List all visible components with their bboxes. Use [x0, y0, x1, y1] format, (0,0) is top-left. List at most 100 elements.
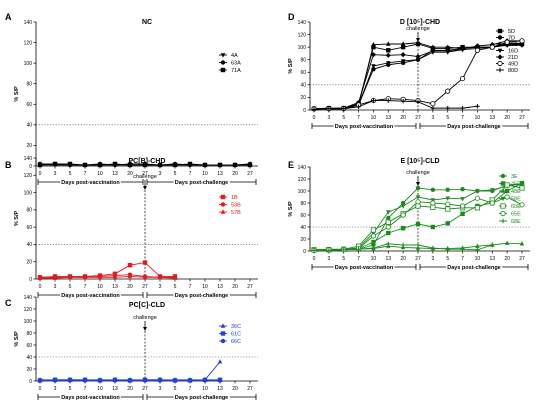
y-tick-label: 80 [26, 208, 32, 214]
data-point [341, 106, 346, 111]
data-point [52, 275, 58, 280]
data-point [202, 378, 208, 383]
data-point [97, 274, 103, 279]
period-bracket [147, 394, 257, 400]
legend-marker [220, 323, 226, 328]
y-tick-label: 140 [298, 165, 307, 171]
data-point [460, 105, 465, 111]
legend-label: 58E [511, 197, 521, 203]
data-point [356, 247, 361, 252]
data-point [400, 41, 406, 46]
x-tick-label: 20 [400, 256, 406, 262]
data-point [386, 230, 391, 236]
y-tick-label: 40 [300, 83, 306, 89]
challenge-label: challenge [406, 26, 430, 32]
y-axis-label: % S/P [14, 211, 20, 227]
data-point [519, 202, 525, 208]
legend-label: 57B [231, 210, 241, 216]
series-36C [37, 359, 223, 382]
data-point [386, 241, 391, 246]
x-tick-label: 13 [217, 171, 223, 177]
data-point [475, 247, 480, 252]
data-point [247, 162, 253, 168]
legend-label: 60E [511, 204, 521, 210]
panel-title: E [10⁵]-CLD [400, 158, 439, 165]
data-point [415, 53, 421, 60]
challenge-arrowhead [143, 186, 147, 190]
data-point [474, 195, 481, 201]
x-tick-label: 7 [84, 171, 87, 177]
data-point [400, 44, 406, 50]
data-point [474, 43, 481, 49]
x-tick-label: 10 [475, 256, 481, 262]
data-point [311, 107, 317, 112]
legend-label: 65E [511, 212, 521, 218]
y-tick-label: 100 [24, 190, 33, 196]
legend-label: 1B [231, 195, 238, 201]
data-point [519, 182, 525, 187]
x-tick-label: 5 [174, 284, 177, 290]
data-point [326, 106, 332, 111]
x-tick-label: 10 [371, 115, 377, 121]
y-tick-label: 60 [26, 225, 32, 231]
data-point [217, 359, 223, 364]
x-tick-label: 20 [127, 284, 133, 290]
legend-label: 68E [511, 219, 521, 225]
data-point [474, 205, 481, 211]
y-tick-label: 120 [298, 32, 307, 38]
data-point [490, 242, 495, 248]
data-point [142, 378, 148, 383]
legend-marker [500, 188, 506, 193]
data-point [474, 47, 481, 53]
y-tick-label: 120 [24, 173, 33, 179]
x-tick-label: 5 [174, 386, 177, 392]
legend-marker [500, 203, 506, 209]
legend-marker [497, 35, 503, 40]
data-point [400, 59, 406, 64]
data-point [385, 224, 391, 230]
data-point [371, 245, 376, 251]
period-divider [415, 264, 421, 270]
data-point [415, 203, 421, 209]
x-tick-label: 13 [490, 115, 496, 121]
data-point [127, 162, 133, 168]
data-point [504, 43, 510, 48]
data-point [371, 44, 376, 50]
legend-marker [500, 181, 506, 186]
data-point [217, 162, 223, 168]
period-label: Days post-challenge [447, 265, 501, 271]
x-tick-label: 27 [247, 386, 253, 392]
data-point [370, 233, 377, 239]
data-point [504, 194, 510, 200]
data-point [172, 275, 178, 280]
data-point [172, 162, 178, 168]
x-tick-label: 20 [232, 171, 238, 177]
x-tick-label: 0 [39, 171, 42, 177]
legend-label: 49D [508, 62, 518, 68]
data-point [430, 44, 436, 49]
x-tick-label: 0 [39, 386, 42, 392]
x-tick-label: 13 [217, 386, 223, 392]
data-point [385, 219, 391, 225]
data-point [232, 162, 238, 168]
data-point [127, 273, 133, 279]
data-point [445, 221, 450, 226]
x-tick-label: 20 [232, 386, 238, 392]
x-tick-label: 5 [69, 386, 72, 392]
data-point [400, 52, 406, 58]
panel-title: PC[C]-CLD [129, 302, 165, 309]
legend-label: 16D [508, 49, 518, 55]
data-point [341, 247, 346, 252]
x-tick-label: 27 [142, 284, 148, 290]
legend-label: 61C [231, 332, 241, 338]
data-point [400, 212, 406, 218]
data-point [371, 41, 376, 47]
y-tick-label: 20 [26, 367, 32, 373]
x-tick-label: 5 [446, 256, 449, 262]
x-tick-label: 7 [461, 256, 464, 262]
y-axis-label: % S/P [14, 86, 20, 102]
x-tick-label: 3 [431, 115, 434, 121]
data-point [202, 162, 208, 168]
period-label: Days post-vaccination [61, 293, 120, 299]
